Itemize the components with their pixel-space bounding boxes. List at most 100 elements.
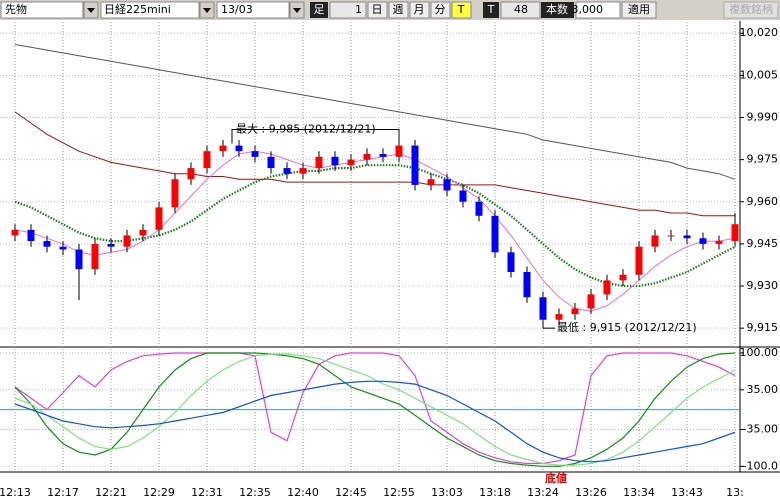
annotation-leader <box>231 129 400 144</box>
candle-body <box>651 235 659 247</box>
symbol-select[interactable] <box>100 1 200 19</box>
candle-body <box>107 243 115 247</box>
y-tick-label: 9,975 <box>747 153 779 166</box>
y-tick-label: -35.00 <box>743 422 778 435</box>
tick2-text: T <box>487 3 495 16</box>
annotation: 最大 : 9,985 (2012/12/21) <box>236 122 376 136</box>
candle-body <box>555 314 563 320</box>
candle-body <box>283 168 291 174</box>
candle-body <box>187 168 195 180</box>
x-tick-label: 13:26 <box>575 486 607 499</box>
candle-body <box>27 229 35 242</box>
tick2-bg <box>483 2 499 18</box>
candle-body <box>171 179 179 208</box>
candle-body <box>11 229 19 236</box>
y-tick-label: -100.0 <box>743 459 778 472</box>
symbol-text: 日経225mini <box>104 3 171 16</box>
candle-body <box>299 168 307 174</box>
candle-body <box>203 151 211 169</box>
candle-body <box>363 154 371 160</box>
candle-body <box>347 159 355 166</box>
y-tick-label: 35.00 <box>747 383 779 396</box>
y-tick-label: 10,020 <box>740 26 779 39</box>
count-label: 本数 <box>546 2 568 16</box>
x-tick-label: 12:31 <box>191 486 223 499</box>
candle-body <box>219 145 227 152</box>
candle-body <box>715 241 723 244</box>
dropdown-arrow <box>203 8 211 13</box>
indicator-line <box>14 352 736 467</box>
minute-button[interactable] <box>430 1 451 19</box>
dropdown-arrow <box>293 8 301 13</box>
day-button[interactable] <box>367 1 388 19</box>
count-label-bg <box>541 2 574 18</box>
candle-body <box>411 145 419 185</box>
candle-body <box>251 151 259 157</box>
minute-text: 分 <box>435 3 446 16</box>
candle-body <box>603 280 611 295</box>
week-button[interactable] <box>388 1 409 19</box>
candle-body <box>667 235 675 237</box>
candle-body <box>731 224 739 242</box>
apply-text: 適用 <box>628 2 650 16</box>
indicator-line <box>14 353 736 466</box>
count-input[interactable] <box>575 1 621 19</box>
x-tick-label: 13:03 <box>431 486 463 499</box>
x-tick-label: 13:43 <box>671 486 703 499</box>
x-tick-label: 12:13 <box>0 486 31 499</box>
candle-body <box>267 156 275 169</box>
tick-button[interactable] <box>451 1 472 19</box>
bar-count-input[interactable] <box>329 1 367 19</box>
x-tick-label: 12:21 <box>95 486 127 499</box>
toolbar: 先物 日経225mini 13/03 足 1 日 週 月 分 T T 48 本数… <box>0 0 780 20</box>
width-input[interactable] <box>500 1 541 19</box>
x-tick-label: 13:24 <box>527 486 559 499</box>
product-select[interactable] <box>0 1 84 19</box>
width-text: 48 <box>514 3 528 16</box>
bar-label: 足 <box>314 3 325 16</box>
indicator-line <box>14 111 735 217</box>
product-text: 先物 <box>5 2 27 16</box>
candle-body <box>155 207 163 230</box>
candle-body <box>91 243 99 270</box>
candle-body <box>123 235 131 247</box>
multi-button[interactable] <box>723 1 779 19</box>
indicator-line <box>14 44 736 180</box>
candle-body <box>635 246 643 275</box>
y-tick-label: 10,005 <box>740 68 779 81</box>
day-text: 日 <box>372 3 383 16</box>
month-button[interactable] <box>409 1 430 19</box>
indicator-line <box>14 150 736 312</box>
apply-button[interactable] <box>621 1 657 19</box>
y-tick-label: 9,960 <box>747 195 779 208</box>
bar-label-bg <box>310 2 328 18</box>
candle-body <box>139 229 147 236</box>
bar-count-text: 1 <box>355 3 362 16</box>
candle-body <box>75 249 83 270</box>
x-tick-label: 12:35 <box>239 486 271 499</box>
contract-select[interactable] <box>216 1 290 19</box>
candle-body <box>619 274 627 281</box>
indicator-line <box>14 352 736 465</box>
x-tick-label: 12:40 <box>287 486 319 499</box>
candle-body <box>331 156 339 166</box>
candle-body <box>491 215 499 253</box>
x-tick-label: 12:45 <box>335 486 367 499</box>
bottom-label: 底値 <box>545 471 567 485</box>
candle-body <box>475 201 483 216</box>
x-tick-label: 13:18 <box>479 486 511 499</box>
y-tick-label: 100.00 <box>740 346 779 359</box>
candle-body <box>539 297 547 320</box>
candle-body <box>683 235 691 239</box>
x-tick-label: 13: <box>726 486 744 499</box>
candle-body <box>587 294 595 309</box>
candle-body <box>59 246 67 250</box>
candle-body <box>523 271 531 298</box>
x-tick-label: 12:55 <box>383 486 415 499</box>
candle-body <box>43 241 51 247</box>
contract-text: 13/03 <box>221 3 253 16</box>
candle-body <box>395 145 403 157</box>
x-tick-label: 12:29 <box>143 486 175 499</box>
